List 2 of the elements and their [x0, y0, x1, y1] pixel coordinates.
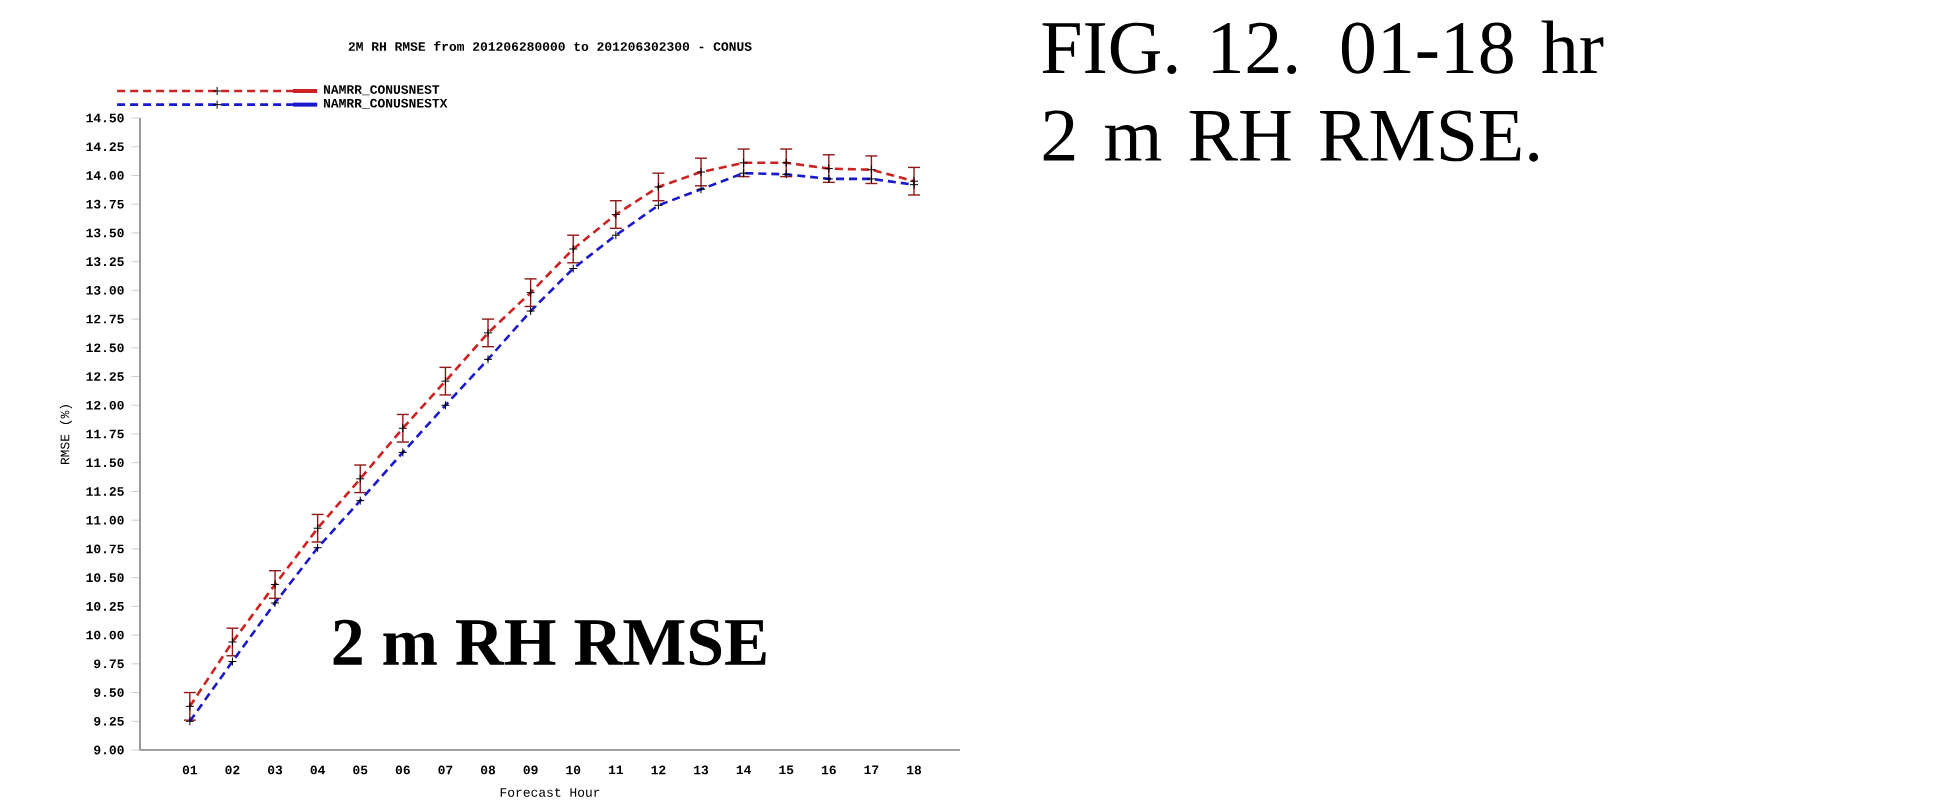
caption: FIG. 12. 01-18 hr 2 m RH RMSE.	[1042, 20, 1604, 162]
annotation: 2 m RH RMSE	[333, 619, 766, 666]
